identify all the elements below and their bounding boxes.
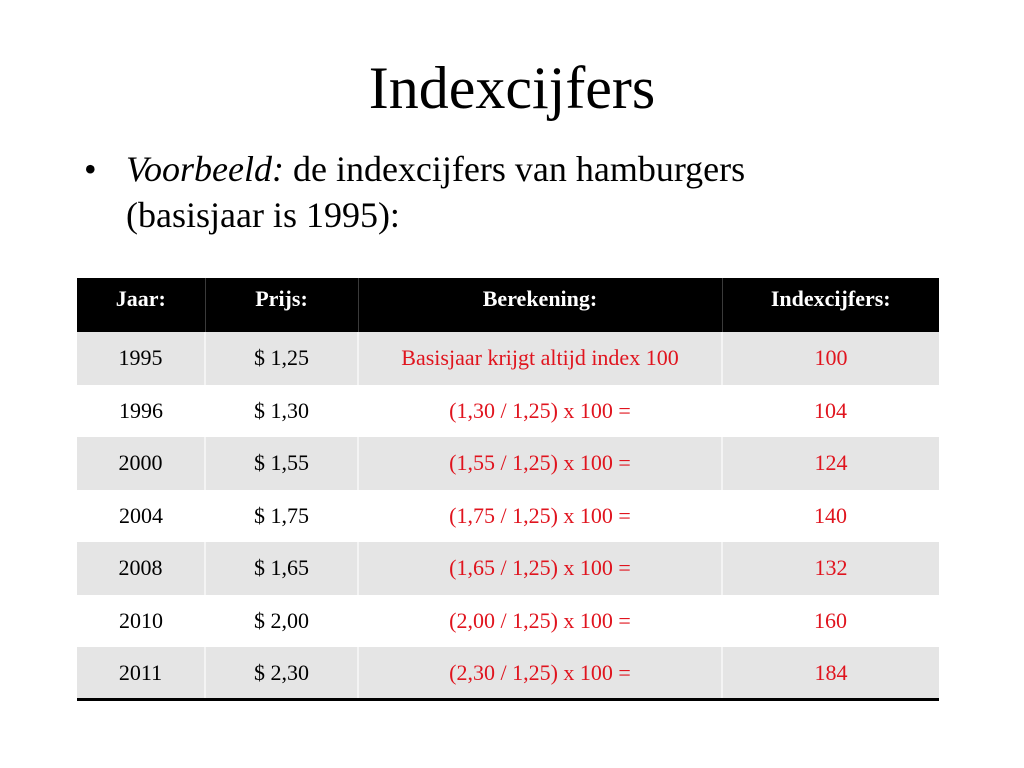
table-row: 2011 $ 2,30 (2,30 / 1,25) x 100 = 184 [77, 647, 939, 701]
cell-index: 160 [814, 607, 847, 633]
cell-calculation: (2,30 / 1,25) x 100 = [358, 647, 723, 701]
cell-year: 2011 [77, 647, 206, 701]
cell-price: $ 1,25 [205, 332, 359, 385]
bullet-line2: (basisjaar is 1995): [126, 195, 400, 235]
cell-year: 1996 [119, 397, 163, 423]
cell-year: 1995 [77, 332, 206, 385]
cell-price: $ 1,65 [205, 542, 359, 595]
header-price: Prijs: [205, 278, 359, 332]
bullet-marker: • [84, 149, 97, 189]
cell-price: $ 1,30 [254, 397, 309, 423]
cell-year: 2004 [119, 502, 163, 528]
cell-calculation: Basisjaar krijgt altijd index 100 [358, 332, 723, 385]
index-table: Jaar: Prijs: Berekening: Indexcijfers: 1… [77, 278, 939, 701]
cell-calculation: (1,65 / 1,25) x 100 = [358, 542, 723, 595]
table-row: 1996 $ 1,30 (1,30 / 1,25) x 100 = 104 [77, 384, 939, 437]
bullet-line1-rest: de indexcijfers van hamburgers [283, 149, 746, 189]
cell-index: 100 [814, 345, 848, 371]
cell-year: 2008 [77, 542, 206, 595]
cell-price: $ 1,55 [205, 437, 359, 490]
header-year: Jaar: [77, 278, 206, 332]
cell-price: $ 2,00 [254, 607, 309, 633]
table-row: 2000 $ 1,55 (1,55 / 1,25) x 100 = 124 [77, 437, 939, 490]
cell-index: 140 [814, 502, 847, 528]
table-row: 1995 $ 1,25 Basisjaar krijgt altijd inde… [77, 332, 939, 385]
bullet-italic-label: Voorbeeld: [126, 149, 284, 189]
table-row: 2004 $ 1,75 (1,75 / 1,25) x 100 = 140 [77, 489, 939, 542]
cell-index: 184 [722, 647, 939, 701]
cell-price: $ 1,75 [254, 502, 309, 528]
table-row: 2010 $ 2,00 (2,00 / 1,25) x 100 = 160 [77, 594, 939, 647]
cell-year: 2000 [77, 437, 206, 490]
index-table-container: Jaar: Prijs: Berekening: Indexcijfers: 1… [77, 278, 939, 701]
cell-year: 2010 [119, 607, 163, 633]
cell-calculation: (1,30 / 1,25) x 100 = [449, 397, 631, 423]
cell-index: 104 [814, 397, 847, 423]
cell-index: 132 [814, 555, 848, 581]
table-row: 2008 $ 1,65 (1,65 / 1,25) x 100 = 132 [77, 542, 939, 595]
header-index: Indexcijfers: [770, 286, 891, 311]
cell-calculation: (2,00 / 1,25) x 100 = [449, 607, 631, 633]
slide-title: Indexcijfers [368, 55, 656, 121]
cell-price: $ 2,30 [205, 647, 359, 701]
cell-calculation: (1,75 / 1,25) x 100 = [449, 502, 631, 528]
header-calculation: Berekening: [358, 278, 723, 332]
table-header-row: Jaar: Prijs: Berekening: Indexcijfers: [77, 278, 939, 332]
cell-index: 124 [814, 450, 848, 476]
bullet-text: Voorbeeld: de indexcijfers van hamburger… [126, 146, 926, 238]
cell-calculation: (1,55 / 1,25) x 100 = [358, 437, 723, 490]
